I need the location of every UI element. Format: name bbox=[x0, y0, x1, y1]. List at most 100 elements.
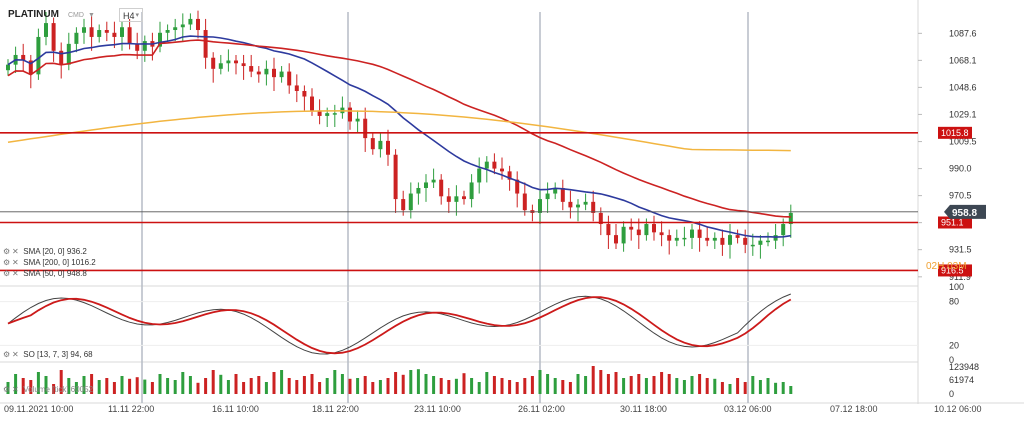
candle-body bbox=[735, 235, 740, 238]
settings-icon[interactable]: ⚙ bbox=[3, 385, 11, 394]
x-tick-label: 09.11.2021 10:00 bbox=[4, 404, 73, 414]
y-tick-label: 1068.1 bbox=[949, 55, 977, 65]
candle-body bbox=[712, 237, 717, 241]
close-icon[interactable]: ✕ bbox=[12, 385, 19, 394]
settings-icon[interactable]: ⚙ bbox=[3, 269, 11, 278]
candle-body bbox=[484, 161, 489, 169]
legend-sma200[interactable]: ⚙ ✕ SMA [200, 0] 1016.2 bbox=[3, 258, 96, 267]
y-tick-label: 1048.6 bbox=[949, 82, 977, 92]
volume-tick-label: 123948 bbox=[949, 362, 979, 372]
volume-bar bbox=[234, 374, 238, 394]
volume-bar bbox=[386, 378, 390, 394]
volume-bar bbox=[166, 378, 170, 394]
volume-bar bbox=[401, 374, 405, 394]
candle-body bbox=[743, 237, 748, 245]
osc-tick-label: 100 bbox=[949, 282, 964, 292]
volume-bar bbox=[21, 378, 25, 394]
candle-body bbox=[469, 182, 474, 200]
legend-sma50-label: SMA [50, 0] 948.8 bbox=[23, 269, 87, 278]
volume-bar bbox=[720, 382, 724, 394]
volume-bar bbox=[439, 378, 443, 394]
candle-body bbox=[788, 212, 793, 225]
stoch-k-line bbox=[7, 293, 791, 355]
volume-bar bbox=[546, 374, 550, 394]
volume-bar bbox=[394, 372, 398, 394]
legend-volume[interactable]: ⚙ ✕ Volume [tick] 60052 bbox=[3, 385, 93, 394]
volume-bar bbox=[287, 378, 291, 394]
candle-body bbox=[120, 27, 124, 37]
candle-body bbox=[256, 71, 261, 75]
volume-bar bbox=[515, 382, 519, 394]
settings-icon[interactable]: ⚙ bbox=[3, 350, 11, 359]
market-label: CMD bbox=[68, 12, 84, 19]
candle-body bbox=[545, 193, 550, 200]
settings-icon[interactable]: ⚙ bbox=[3, 247, 11, 256]
volume-bar bbox=[219, 374, 223, 394]
candle-body bbox=[325, 113, 330, 116]
y-tick-label: 931.5 bbox=[949, 245, 972, 255]
legend-sma200-label: SMA [200, 0] 1016.2 bbox=[23, 258, 96, 267]
candle-body bbox=[173, 27, 178, 31]
volume-bar bbox=[257, 376, 261, 394]
volume-bar bbox=[644, 378, 648, 394]
volume-bar bbox=[660, 372, 664, 394]
candle-body bbox=[241, 63, 246, 67]
legend-sma20[interactable]: ⚙ ✕ SMA [20, 0] 936.2 bbox=[3, 247, 87, 256]
volume-bar bbox=[751, 376, 755, 394]
volume-bar bbox=[477, 382, 481, 394]
close-icon[interactable]: ✕ bbox=[12, 269, 19, 278]
volume-bar bbox=[538, 370, 542, 394]
chevron-down-icon[interactable]: ▼ bbox=[88, 12, 95, 19]
volume-bar bbox=[120, 376, 124, 394]
level-price-tag bbox=[938, 216, 972, 229]
volume-bar bbox=[378, 380, 382, 394]
volume-bar bbox=[325, 378, 329, 394]
candle-body bbox=[226, 60, 231, 64]
volume-bar bbox=[6, 382, 10, 394]
candle-body bbox=[690, 229, 694, 238]
volume-bar bbox=[74, 382, 78, 394]
x-tick-label: 07.12 18:00 bbox=[830, 404, 878, 414]
close-icon[interactable]: ✕ bbox=[12, 247, 19, 256]
candle-body bbox=[203, 30, 208, 58]
volume-bar bbox=[736, 378, 740, 394]
candle-body bbox=[355, 118, 360, 122]
close-icon[interactable]: ✕ bbox=[12, 350, 19, 359]
candle-body bbox=[135, 43, 140, 51]
volume-bar bbox=[36, 372, 40, 394]
volume-bar bbox=[530, 376, 534, 394]
legend-sma50[interactable]: ⚙ ✕ SMA [50, 0] 948.8 bbox=[3, 269, 87, 278]
volume-tick-label: 61974 bbox=[949, 375, 974, 385]
stoch-d-line bbox=[7, 296, 792, 355]
candle-body bbox=[462, 196, 466, 200]
volume-bar bbox=[52, 384, 56, 394]
candle-body bbox=[89, 27, 94, 37]
candle-body bbox=[408, 193, 413, 211]
volume-bar bbox=[128, 378, 132, 394]
legend-stochastic[interactable]: ⚙ ✕ SO [13, 7, 3] 94, 68 bbox=[3, 350, 93, 359]
level-price-label: 951.1 bbox=[941, 218, 964, 228]
volume-bar bbox=[29, 380, 33, 394]
x-tick-label: 11.11 22:00 bbox=[108, 404, 154, 414]
volume-bar bbox=[728, 384, 732, 394]
symbol-name[interactable]: PLATINUM bbox=[8, 9, 59, 20]
volume-bar bbox=[561, 380, 565, 394]
candle-body bbox=[781, 224, 786, 236]
volume-bar bbox=[226, 380, 230, 394]
volume-bar bbox=[318, 382, 322, 394]
candle-body bbox=[416, 187, 421, 194]
volume-bar bbox=[584, 376, 588, 394]
volume-bar bbox=[97, 380, 101, 394]
settings-icon[interactable]: ⚙ bbox=[3, 258, 11, 267]
x-tick-label: 16.11 10:00 bbox=[212, 404, 259, 414]
volume-bar bbox=[363, 376, 367, 394]
volume-bar bbox=[576, 374, 580, 394]
volume-bar bbox=[196, 382, 200, 394]
timeframe-select[interactable]: H4 ▾ bbox=[119, 8, 143, 22]
close-icon[interactable]: ✕ bbox=[12, 258, 19, 267]
volume-bar bbox=[14, 374, 18, 394]
candle-body bbox=[477, 168, 482, 183]
candle-body bbox=[652, 224, 656, 233]
candle-body bbox=[211, 57, 216, 69]
